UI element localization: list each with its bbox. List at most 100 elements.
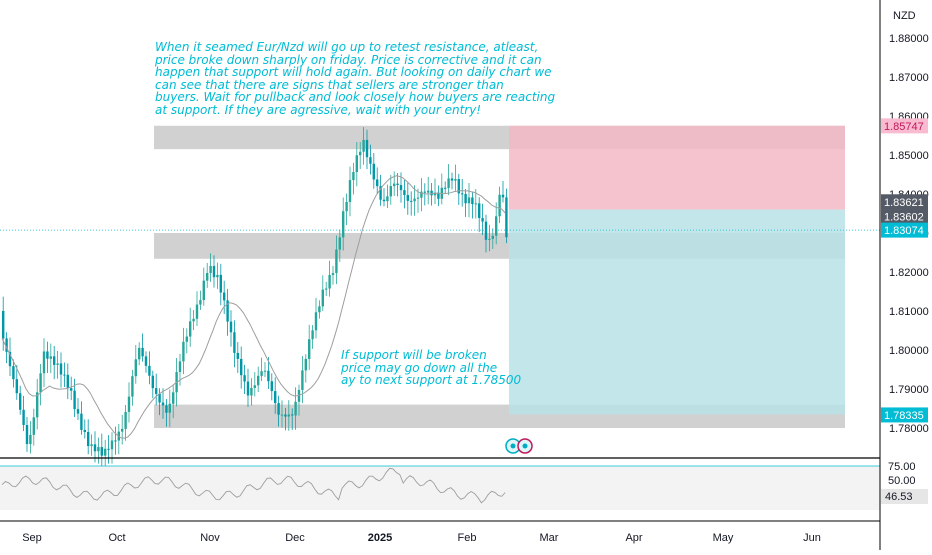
candle xyxy=(505,188,508,244)
candle-body xyxy=(87,431,90,447)
candle xyxy=(274,377,277,414)
candle-body xyxy=(19,393,22,410)
candle-body xyxy=(386,196,389,202)
candle-body xyxy=(151,375,154,389)
currency-label[interactable]: NZD xyxy=(893,10,916,22)
price-label-box xyxy=(881,118,928,134)
candle-body xyxy=(59,363,63,375)
candle xyxy=(362,127,365,165)
candle-body xyxy=(335,249,338,274)
candle-body xyxy=(491,235,494,239)
price-tick-label: 1.81000 xyxy=(889,306,929,318)
candle xyxy=(410,191,413,216)
candle-body xyxy=(70,388,73,391)
candle-body xyxy=(110,440,114,450)
candle-body xyxy=(8,351,12,367)
take-profit-area[interactable] xyxy=(509,209,845,415)
price-label-pink[interactable]: 1.85747 xyxy=(881,118,928,134)
candle-body xyxy=(80,413,83,430)
price-label-box xyxy=(881,407,928,423)
candle xyxy=(474,189,477,219)
candle-body xyxy=(325,288,328,290)
main-annotation[interactable]: When it seamed Eur/Nzd will go up to ret… xyxy=(155,40,556,117)
candle xyxy=(49,343,52,374)
candle-body xyxy=(25,425,29,445)
candle xyxy=(22,395,25,432)
candle-body xyxy=(399,185,403,191)
candle xyxy=(90,434,93,456)
candle xyxy=(484,214,488,253)
candle xyxy=(311,324,314,349)
candle-body xyxy=(474,203,477,205)
candle-body xyxy=(284,414,287,417)
rsi-current-label[interactable]: 46.53 xyxy=(881,489,928,504)
price-label-box xyxy=(881,222,928,238)
candle xyxy=(423,183,426,206)
candle xyxy=(280,400,284,428)
candle xyxy=(39,364,42,406)
candle xyxy=(348,166,352,217)
candle-body xyxy=(342,211,345,238)
candle-body xyxy=(229,321,233,333)
candle xyxy=(148,351,151,385)
candle-body xyxy=(379,186,382,200)
candle xyxy=(59,352,63,388)
candle xyxy=(467,183,471,218)
candle-body xyxy=(206,272,209,281)
candle xyxy=(83,419,86,439)
candle-body xyxy=(32,417,35,435)
price-label-text: 1.83621 xyxy=(884,197,924,209)
candle-body xyxy=(36,392,39,418)
candle-body xyxy=(83,429,86,432)
candle-body xyxy=(185,336,188,342)
candle xyxy=(236,342,239,373)
candle-body xyxy=(158,393,161,403)
candle xyxy=(185,328,188,354)
candle-body xyxy=(12,366,15,380)
candle xyxy=(209,253,212,282)
candle xyxy=(376,167,379,194)
candle-body xyxy=(29,434,32,445)
candle xyxy=(165,398,168,427)
price-label-text: 1.83602 xyxy=(884,212,924,224)
price-label-blue[interactable]: 1.83074 xyxy=(881,222,928,238)
candle xyxy=(297,384,301,416)
event-markers[interactable] xyxy=(505,438,533,454)
candle xyxy=(321,275,324,312)
candle-body xyxy=(444,187,447,189)
candle xyxy=(240,346,243,389)
candle-body xyxy=(178,361,182,373)
candle-body xyxy=(348,180,352,202)
candle-body xyxy=(223,292,226,301)
candle-body xyxy=(338,237,341,250)
support-annotation[interactable]: If support will be broken price may go d… xyxy=(341,348,522,387)
candle-body xyxy=(471,197,474,205)
candle-body xyxy=(423,191,426,193)
candle-body xyxy=(484,221,488,240)
time-tick-label: Jun xyxy=(803,532,821,544)
candle xyxy=(53,345,56,380)
rsi-tick-label: 75.00 xyxy=(888,461,916,473)
candle-body xyxy=(240,358,243,376)
candle xyxy=(393,171,396,197)
candle-body xyxy=(450,178,454,181)
candle xyxy=(80,401,83,435)
candle xyxy=(427,176,430,205)
price-label-blue[interactable]: 1.78335 xyxy=(881,407,928,423)
stop-loss-area[interactable] xyxy=(509,125,845,210)
candle xyxy=(100,433,103,469)
candle xyxy=(161,388,165,419)
candle xyxy=(491,228,494,249)
candle-body xyxy=(454,179,457,181)
price-label-dark[interactable]: 1.83621 xyxy=(881,194,928,210)
event-marker-dot xyxy=(510,443,516,449)
candle-body xyxy=(467,197,471,204)
candle-body xyxy=(202,280,205,301)
price-label-dark[interactable]: 1.83602 xyxy=(881,209,928,225)
candle-body xyxy=(389,186,392,197)
candle xyxy=(335,235,338,285)
candle-body xyxy=(90,444,93,447)
candle-body xyxy=(461,193,464,195)
